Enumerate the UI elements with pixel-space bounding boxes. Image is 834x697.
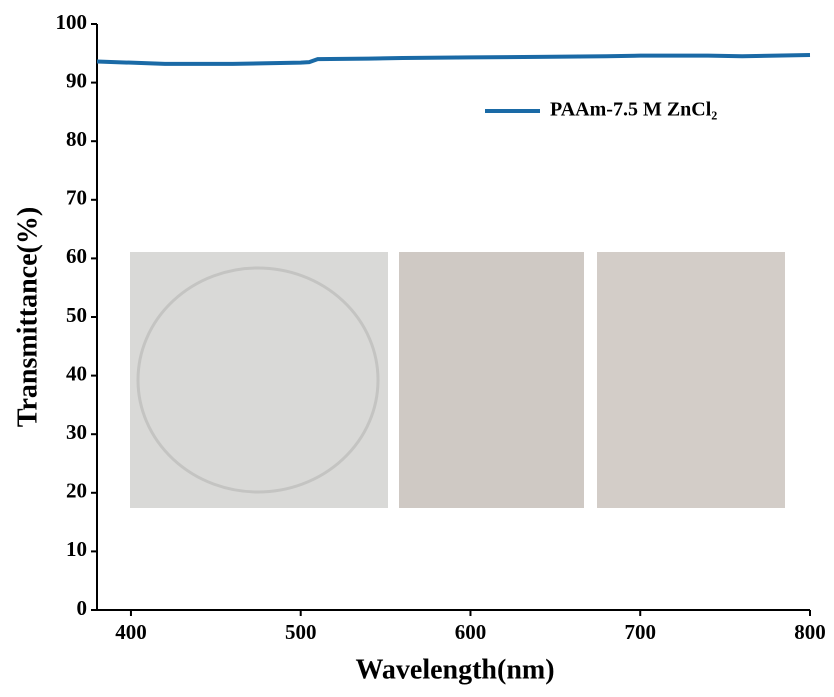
y-tick-label: 50 bbox=[66, 303, 87, 327]
x-axis-label: Wavelength(nm) bbox=[355, 654, 554, 685]
y-tick-label: 70 bbox=[66, 186, 87, 210]
y-tick-label: 80 bbox=[66, 127, 87, 151]
y-tick-label: 0 bbox=[77, 596, 88, 620]
y-tick-label: 90 bbox=[66, 68, 87, 92]
y-tick-label: 60 bbox=[66, 244, 87, 268]
x-tick-label: 600 bbox=[455, 620, 487, 644]
y-tick-label: 100 bbox=[56, 10, 88, 34]
y-tick-label: 40 bbox=[66, 361, 87, 385]
y-tick-label: 10 bbox=[66, 537, 87, 561]
photo-stretch-2 bbox=[597, 252, 785, 508]
photo-film bbox=[130, 252, 388, 508]
y-axis-label: Transmittance(%) bbox=[12, 207, 43, 427]
data-line bbox=[96, 53, 811, 66]
y-tick-label: 20 bbox=[66, 479, 87, 503]
legend-label: PAAm-7.5 M ZnCl₂ bbox=[550, 99, 717, 121]
x-tick-label: 500 bbox=[285, 620, 317, 644]
x-tick-label: 800 bbox=[794, 620, 826, 644]
x-tick-label: 400 bbox=[115, 620, 147, 644]
y-tick-label: 30 bbox=[66, 420, 87, 444]
x-tick-label: 700 bbox=[624, 620, 656, 644]
photo-film-outline bbox=[136, 266, 380, 494]
photo-stretch-1 bbox=[399, 252, 584, 508]
